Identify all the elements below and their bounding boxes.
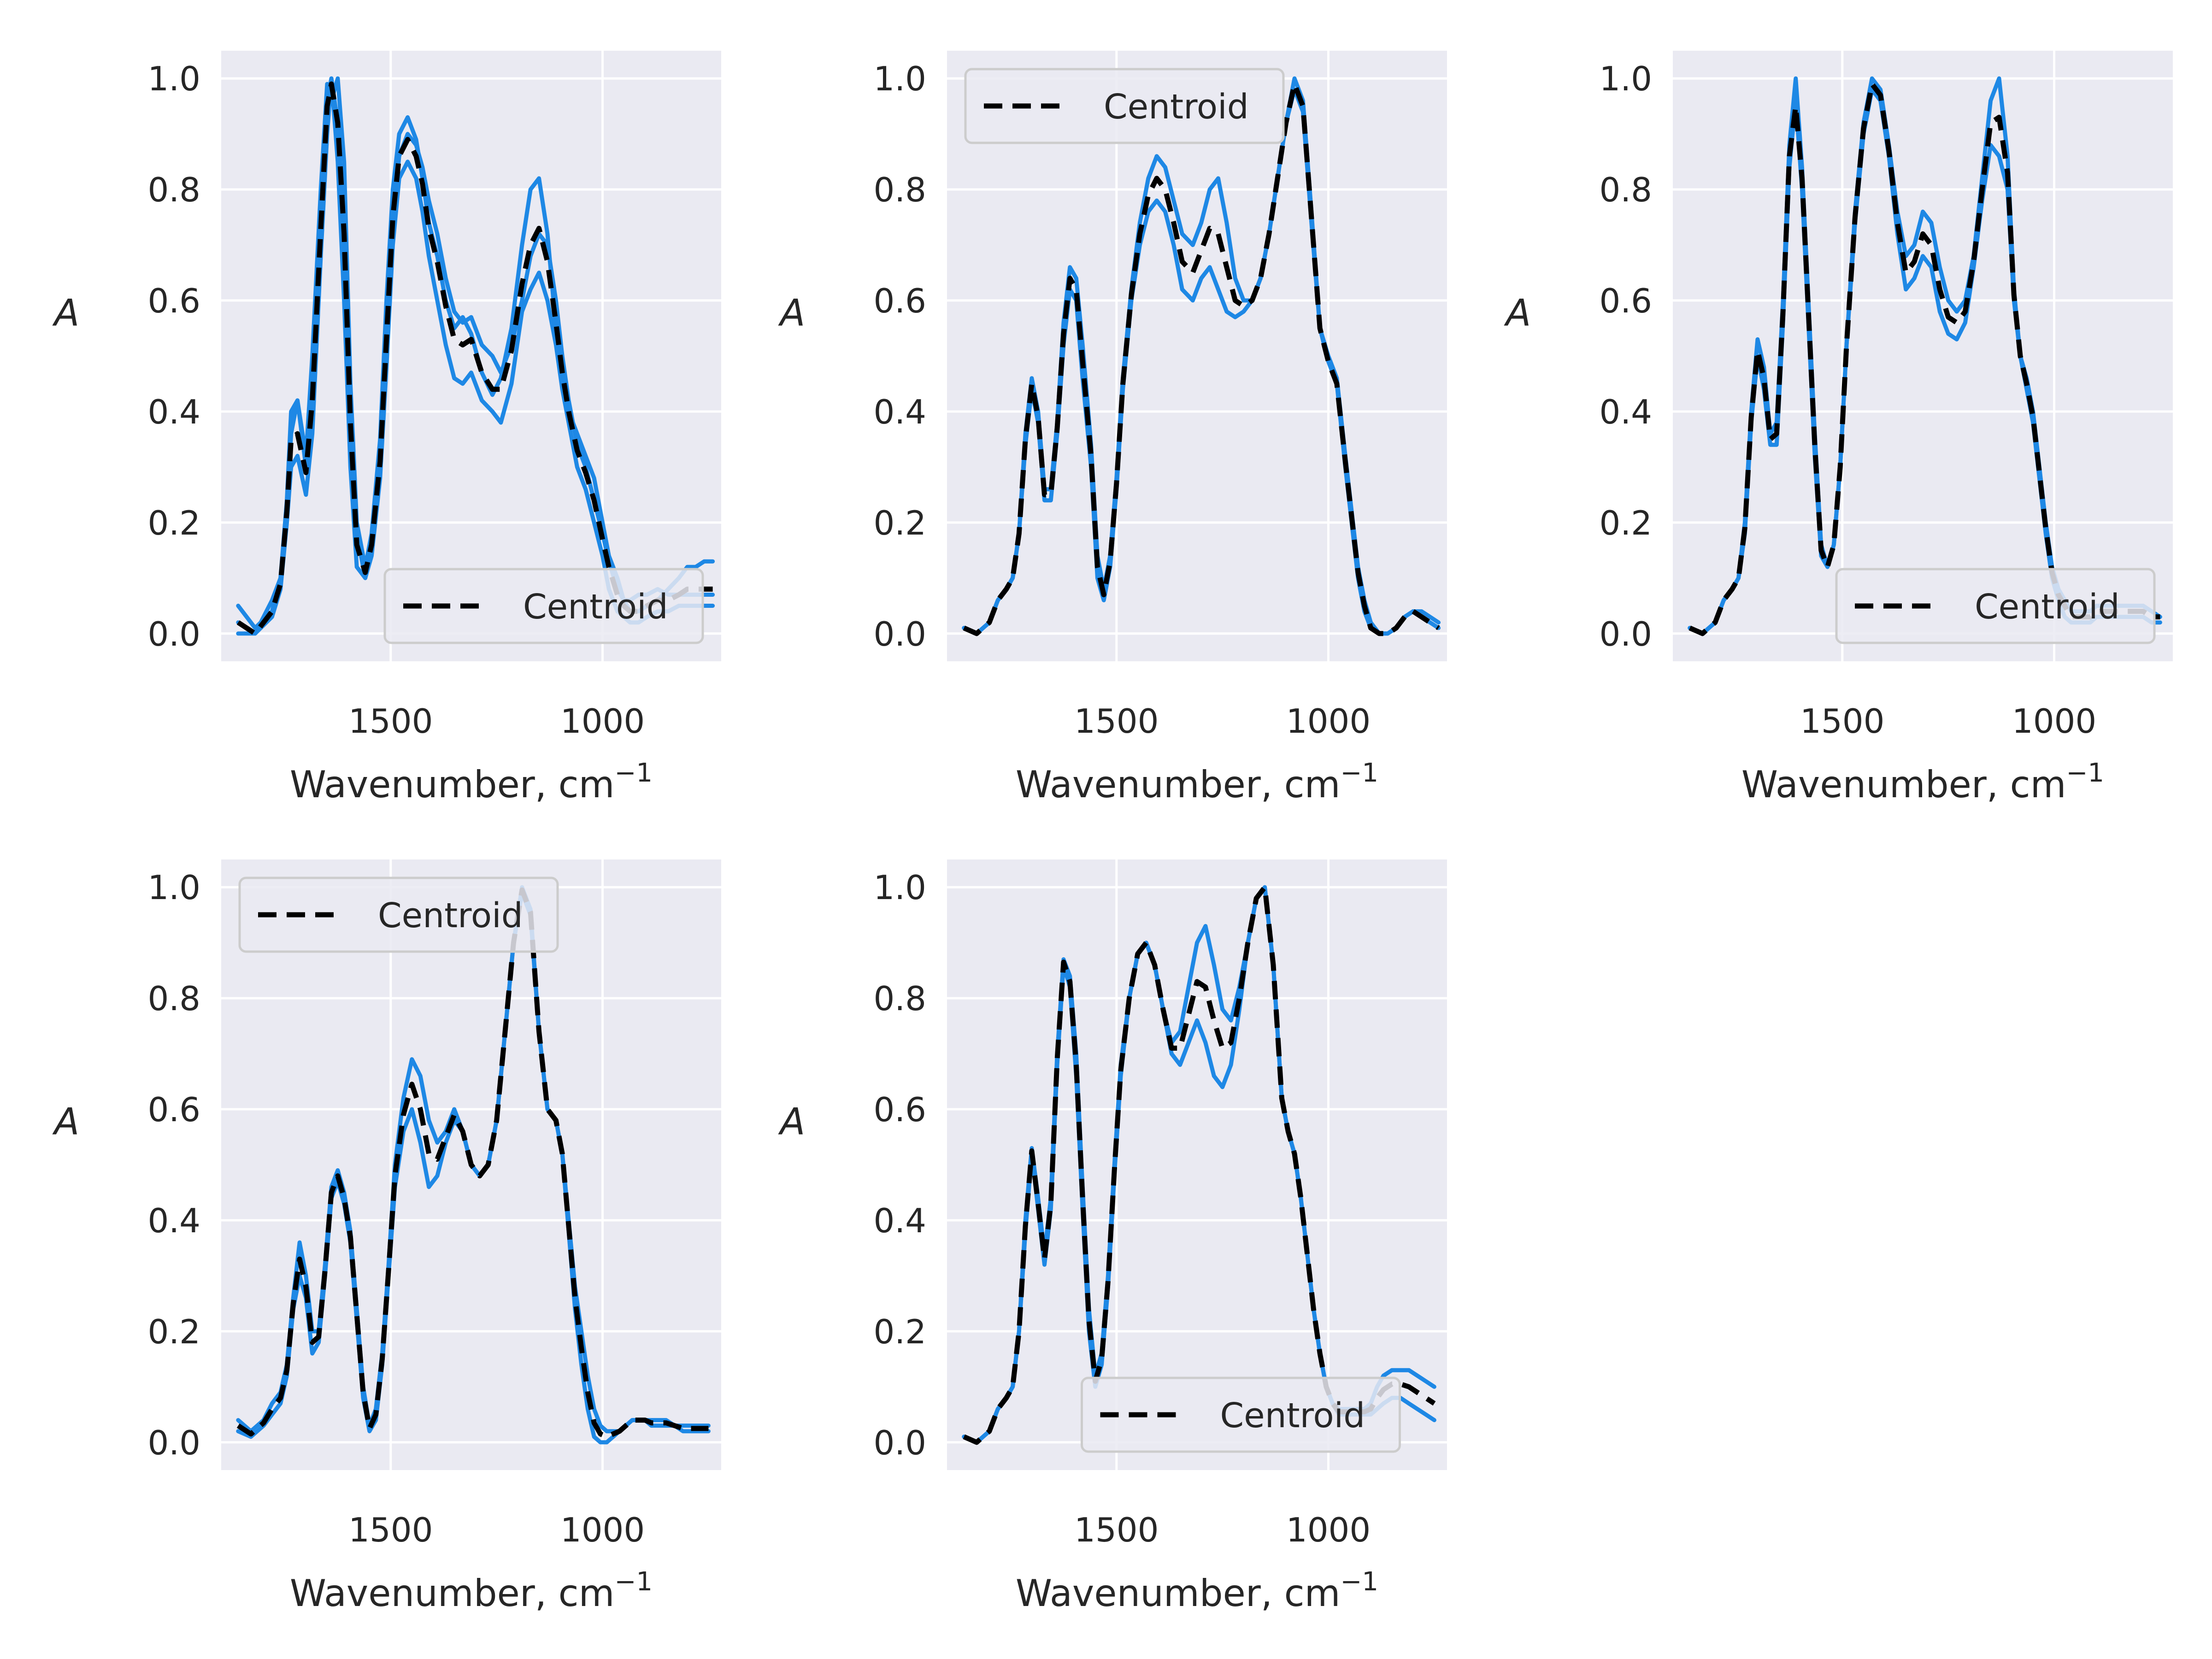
- y-tick-label: 1.0: [147, 868, 200, 907]
- x-axis-label-text: Wavenumber, cm: [1741, 763, 2066, 806]
- centroid-line: [236, 887, 709, 1440]
- legend: Centroid: [1835, 568, 2156, 644]
- legend-centroid-label: Centroid: [1104, 87, 1249, 127]
- x-axis-label: Wavenumber, cm−1: [1741, 758, 2104, 806]
- legend: Centroid: [238, 877, 559, 953]
- y-tick-label: 0.2: [147, 1312, 200, 1351]
- x-axis-label-exponent: −1: [615, 758, 653, 788]
- x-axis-label: Wavenumber, cm−1: [1016, 758, 1378, 806]
- y-tick-label: 1.0: [873, 868, 926, 907]
- y-tick-label: 0.6: [147, 1090, 200, 1129]
- centroid-line: [963, 81, 1440, 636]
- y-tick-label: 0.4: [873, 393, 926, 431]
- x-tick-label: 1000: [2012, 702, 2096, 741]
- y-axis-label: A: [778, 1100, 806, 1143]
- y-axis-label: A: [778, 291, 806, 334]
- x-tick-label: 1500: [1800, 702, 1884, 741]
- centroid-line: [963, 884, 1436, 1445]
- subplot-5: 0.0 0.2 0.4 0.6 0.8 1.0 1500 1000 Wavenumber, cm…: [778, 859, 1447, 1615]
- y-tick-label: 0.2: [1599, 504, 1652, 542]
- y-tick-label: 0.8: [873, 979, 926, 1018]
- legend: Centroid: [1081, 1377, 1401, 1453]
- legend-frame: [238, 877, 559, 953]
- y-tick-label: 0.6: [873, 1090, 926, 1129]
- y-tick-label: 1.0: [1599, 59, 1652, 98]
- y-tick-label: 0.6: [147, 282, 200, 320]
- x-tick-label: 1500: [348, 1511, 433, 1549]
- y-tick-label: 0.0: [147, 1424, 200, 1462]
- x-tick-label: 1000: [1286, 702, 1371, 741]
- x-axis-label: Wavenumber, cm−1: [1016, 1567, 1378, 1615]
- y-tick-label: 1.0: [147, 59, 200, 98]
- y-tick-label: 0.4: [147, 1201, 200, 1240]
- y-tick-label: 0.0: [873, 1424, 926, 1462]
- subplot-4: 0.0 0.2 0.4 0.6 0.8 1.0 1500 1000 Wavenumber, cm…: [52, 859, 721, 1615]
- legend-frame: [964, 68, 1285, 144]
- plot-area: [947, 51, 1447, 661]
- x-axis-label-exponent: −1: [1341, 758, 1379, 788]
- x-tick-label: 1000: [560, 1511, 645, 1549]
- legend: Centroid: [964, 68, 1285, 144]
- legend: Centroid: [383, 568, 704, 644]
- subplot-2: 0.0 0.2 0.4 0.6 0.8 1.0 1500 1000 Wavenumber, cm…: [778, 51, 1447, 806]
- legend-centroid-label: Centroid: [1975, 587, 2120, 627]
- y-tick-label: 0.6: [1599, 282, 1652, 320]
- legend-frame: [1835, 568, 2156, 644]
- x-axis-label-text: Wavenumber, cm: [1016, 1572, 1341, 1615]
- y-tick-label: 1.0: [873, 59, 926, 98]
- x-tick-label: 1500: [1074, 1511, 1159, 1549]
- y-tick-label: 0.8: [1599, 171, 1652, 209]
- y-tick-label: 0.2: [873, 504, 926, 542]
- y-tick-label: 0.0: [873, 615, 926, 653]
- x-axis-label-text: Wavenumber, cm: [1016, 763, 1341, 806]
- y-tick-label: 0.8: [147, 171, 200, 209]
- y-tick-label: 0.0: [1599, 615, 1652, 653]
- y-axis-label: A: [52, 291, 80, 334]
- y-tick-label: 0.4: [873, 1201, 926, 1240]
- subplot-grid: 0.0 0.2 0.4 0.6 0.8 1.0 1500 1000 Wavenumber, cm…: [52, 51, 2173, 1615]
- series-group: [236, 885, 711, 1445]
- y-tick-label: 0.8: [873, 171, 926, 209]
- legend-frame: [383, 568, 704, 644]
- legend-frame: [1081, 1377, 1401, 1453]
- plot-area: [221, 51, 721, 661]
- legend-centroid-label: Centroid: [378, 896, 523, 935]
- x-tick-label: 1000: [1286, 1511, 1371, 1549]
- series-group: [962, 76, 1441, 636]
- y-axis-label: A: [1504, 291, 1531, 334]
- x-axis-label: Wavenumber, cm−1: [290, 1567, 653, 1615]
- x-axis-label-text: Wavenumber, cm: [290, 763, 615, 806]
- legend-centroid-label: Centroid: [523, 587, 668, 627]
- y-tick-label: 0.6: [873, 282, 926, 320]
- x-axis-label: Wavenumber, cm−1: [290, 758, 653, 806]
- legend-centroid-label: Centroid: [1220, 1396, 1365, 1435]
- subplot-1: 0.0 0.2 0.4 0.6 0.8 1.0 1500 1000 Wavenumber, cm…: [52, 51, 721, 806]
- x-axis-label-text: Wavenumber, cm: [290, 1572, 615, 1615]
- y-tick-label: 0.0: [147, 615, 200, 653]
- x-axis-label-exponent: −1: [615, 1567, 653, 1597]
- x-axis-label-exponent: −1: [1341, 1567, 1379, 1597]
- y-tick-label: 0.2: [147, 504, 200, 542]
- y-tick-label: 0.4: [147, 393, 200, 431]
- y-tick-label: 0.2: [873, 1312, 926, 1351]
- y-tick-label: 0.8: [147, 979, 200, 1018]
- y-tick-label: 0.4: [1599, 393, 1652, 431]
- x-axis-label-exponent: −1: [2066, 758, 2105, 788]
- x-tick-label: 1500: [1074, 702, 1159, 741]
- y-axis-label: A: [52, 1100, 80, 1143]
- x-tick-label: 1000: [560, 702, 645, 741]
- subplot-3: 0.0 0.2 0.4 0.6 0.8 1.0 1500 1000 Wavenumber, cm…: [1504, 51, 2173, 806]
- x-tick-label: 1500: [348, 702, 433, 741]
